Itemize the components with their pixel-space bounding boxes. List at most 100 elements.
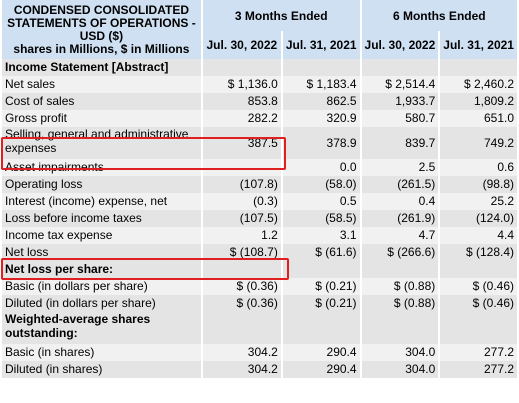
row-label: Net sales [2, 76, 201, 93]
table-row: Basic (in shares) 304.2 290.4 304.0 277.… [2, 344, 517, 361]
cell-value [282, 59, 360, 76]
cell-value [440, 59, 517, 76]
table-row: Gross profit 282.2 320.9 580.7 651.0 [2, 110, 517, 127]
cell-value: 387.5 [202, 127, 281, 159]
cell-value: 4.4 [440, 227, 517, 244]
period-header-3m: 3 Months Ended [202, 0, 360, 31]
cell-value: 3.1 [282, 227, 360, 244]
title-line: USD ($) [79, 28, 124, 43]
table-row: Interest (income) expense, net (0.3) 0.5… [2, 193, 517, 210]
operations-table: CONDENSED CONSOLIDATED STATEMENTS OF OPE… [0, 0, 519, 378]
table-row: Asset impairments 0.0 2.5 0.6 [2, 159, 517, 176]
row-label: Diluted (in dollars per share) [2, 295, 201, 312]
title-line: CONDENSED CONSOLIDATED [13, 2, 189, 17]
cell-value: 290.4 [282, 361, 360, 378]
cell-value: $ (128.4) [440, 244, 517, 261]
cell-value: (107.8) [202, 176, 281, 193]
cell-value: 1.2 [202, 227, 281, 244]
cell-value: (124.0) [440, 210, 517, 227]
cell-value: (98.8) [440, 176, 517, 193]
cell-value [202, 159, 281, 176]
row-label: Loss before income taxes [2, 210, 201, 227]
table-row: Diluted (in dollars per share) $ (0.36) … [2, 295, 517, 312]
title-line: shares in Millions, $ in Millions [13, 41, 190, 56]
table-row: Selling, general and administrative expe… [2, 127, 517, 159]
table-row: Income Statement [Abstract] [2, 59, 517, 76]
cell-value: $ (0.46) [440, 295, 517, 312]
row-label: Interest (income) expense, net [2, 193, 201, 210]
row-label: Basic (in shares) [2, 344, 201, 361]
row-label: Basic (in dollars per share) [2, 278, 201, 295]
cell-value: 277.2 [440, 344, 517, 361]
row-label: Income Statement [Abstract] [2, 59, 201, 76]
row-label: Cost of sales [2, 93, 201, 110]
cell-value: $ (0.36) [202, 278, 281, 295]
cell-value: 378.9 [282, 127, 360, 159]
cell-value: 0.5 [282, 193, 360, 210]
cell-value [361, 261, 439, 278]
table-row: Income tax expense 1.2 3.1 4.7 4.4 [2, 227, 517, 244]
table-row: Diluted (in shares) 304.2 290.4 304.0 27… [2, 361, 517, 378]
cell-value: 290.4 [282, 344, 360, 361]
cell-value: 651.0 [440, 110, 517, 127]
cell-value: 0.6 [440, 159, 517, 176]
cell-value: 1,809.2 [440, 93, 517, 110]
cell-value: $ (61.6) [282, 244, 360, 261]
row-label: Operating loss [2, 176, 201, 193]
table-row: Weighted-average shares outstanding: [2, 312, 517, 344]
cell-value: $ (0.21) [282, 295, 360, 312]
cell-value: 749.2 [440, 127, 517, 159]
cell-value: 580.7 [361, 110, 439, 127]
cell-value: 320.9 [282, 110, 360, 127]
cell-value: 853.8 [202, 93, 281, 110]
cell-value: $ (0.36) [202, 295, 281, 312]
cell-value [202, 261, 281, 278]
row-label: Asset impairments [2, 159, 201, 176]
row-label: Net loss [2, 244, 201, 261]
cell-value: $ (108.7) [202, 244, 281, 261]
cell-value: (261.9) [361, 210, 439, 227]
row-label: Diluted (in shares) [2, 361, 201, 378]
cell-value [202, 59, 281, 76]
cell-value: 839.7 [361, 127, 439, 159]
cell-value: (0.3) [202, 193, 281, 210]
cell-value: 2.5 [361, 159, 439, 176]
table-row: Net loss $ (108.7) $ (61.6) $ (266.6) $ … [2, 244, 517, 261]
table-row: Cost of sales 853.8 862.5 1,933.7 1,809.… [2, 93, 517, 110]
cell-value: 304.0 [361, 344, 439, 361]
cell-value [202, 312, 281, 344]
cell-value: 282.2 [202, 110, 281, 127]
cell-value [361, 59, 439, 76]
date-header: Jul. 30, 2022 [361, 31, 439, 59]
cell-value: $ 2,460.2 [440, 76, 517, 93]
cell-value: $ (0.21) [282, 278, 360, 295]
table-row: Net loss per share: [2, 261, 517, 278]
cell-value: 25.2 [440, 193, 517, 210]
cell-value: 304.2 [202, 344, 281, 361]
cell-value: (58.5) [282, 210, 360, 227]
table-row: Basic (in dollars per share) $ (0.36) $ … [2, 278, 517, 295]
title-line: STATEMENTS OF OPERATIONS - [7, 15, 196, 30]
cell-value [282, 312, 360, 344]
row-label: Net loss per share: [2, 261, 201, 278]
cell-value: 862.5 [282, 93, 360, 110]
row-label: Income tax expense [2, 227, 201, 244]
cell-value: $ 1,136.0 [202, 76, 281, 93]
cell-value: 0.0 [282, 159, 360, 176]
cell-value: (107.5) [202, 210, 281, 227]
cell-value: $ (0.46) [440, 278, 517, 295]
cell-value: (58.0) [282, 176, 360, 193]
cell-value [440, 261, 517, 278]
table-row: Loss before income taxes (107.5) (58.5) … [2, 210, 517, 227]
row-label: Weighted-average shares outstanding: [2, 312, 201, 344]
cell-value: 1,933.7 [361, 93, 439, 110]
cell-value [282, 261, 360, 278]
row-label: Gross profit [2, 110, 201, 127]
date-header: Jul. 30, 2022 [202, 31, 281, 59]
cell-value: $ (266.6) [361, 244, 439, 261]
date-header: Jul. 31, 2021 [440, 31, 517, 59]
row-label: Selling, general and administrative expe… [2, 127, 201, 159]
cell-value: 4.7 [361, 227, 439, 244]
cell-value [440, 312, 517, 344]
